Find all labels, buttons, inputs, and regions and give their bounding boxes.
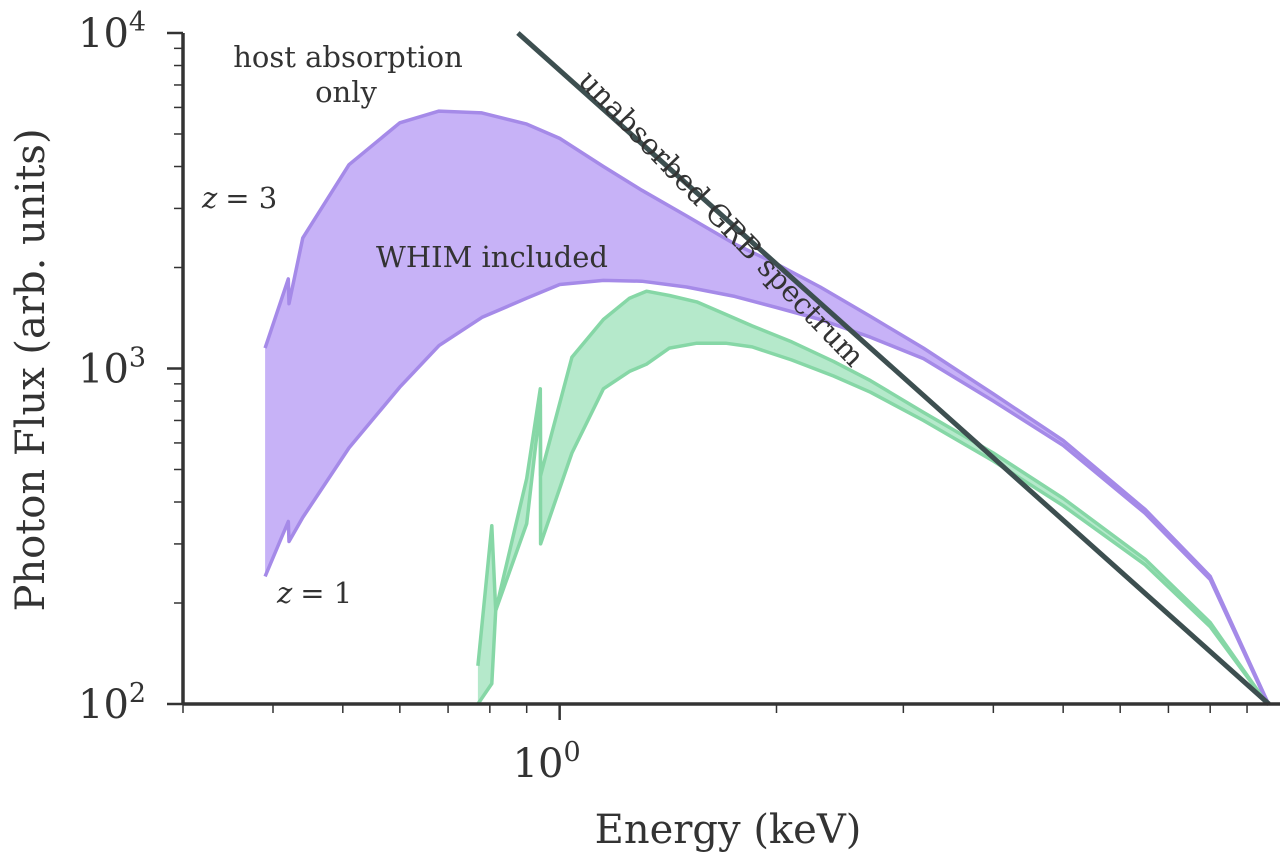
annotation-z3: z = 3 [201, 181, 277, 215]
annotation-z1-rest: = 1 [300, 576, 352, 610]
annotation-z1-var: z [276, 576, 293, 610]
annotation-host-absorption-line2: only [315, 75, 377, 109]
x-tick-label-mantissa: 10 [513, 741, 564, 787]
y-tick-label: 102 [78, 678, 146, 728]
y-tick-label-exponent: 2 [129, 678, 146, 709]
band-lower-z3 [263, 278, 1269, 704]
annotation-host-absorption-line1: host absorption [233, 40, 463, 74]
y-tick-label: 103 [78, 343, 146, 393]
line-layer [516, 31, 1271, 706]
grb-spectrum-line [516, 31, 1271, 706]
y-tick-label: 104 [78, 7, 146, 57]
y-axis-title: Photon Flux (arb. units) [8, 128, 54, 611]
y-tick-label-mantissa: 10 [78, 11, 129, 57]
y-tick-label-exponent: 3 [129, 343, 146, 374]
y-tick-label-mantissa: 10 [78, 682, 129, 728]
annotation-z3-rest: = 3 [225, 181, 277, 215]
x-tick-label: 100 [513, 737, 581, 787]
y-tick-label-mantissa: 10 [78, 347, 129, 393]
annotation-z1: z = 1 [276, 576, 352, 610]
annotation-z3-var: z [201, 181, 218, 215]
band-fill-z3 [265, 111, 1268, 703]
band-upper-z1 [476, 289, 1269, 706]
x-tick-label-exponent: 0 [564, 737, 581, 768]
y-tick-label-exponent: 4 [129, 7, 146, 38]
bands-layer [263, 109, 1269, 706]
band-upper-z3 [263, 109, 1269, 702]
annotation-whim-included: WHIM included [376, 240, 608, 274]
x-axis-title: Energy (keV) [595, 807, 862, 853]
